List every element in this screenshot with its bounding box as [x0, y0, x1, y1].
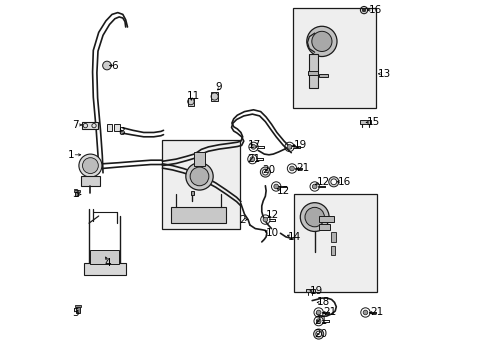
Bar — [75, 305, 81, 307]
Circle shape — [82, 158, 98, 174]
Bar — [305, 289, 314, 292]
Text: 12: 12 — [316, 177, 329, 187]
Bar — [211, 92, 218, 101]
Bar — [190, 191, 193, 195]
Circle shape — [190, 167, 208, 186]
Text: 16: 16 — [337, 177, 350, 187]
Bar — [162, 140, 239, 229]
Bar — [359, 120, 370, 124]
Bar — [330, 232, 336, 242]
Text: 11: 11 — [186, 91, 200, 102]
Circle shape — [260, 167, 270, 177]
Bar — [90, 250, 119, 264]
Text: 4: 4 — [104, 258, 110, 268]
Text: 19: 19 — [309, 286, 323, 296]
Bar — [170, 207, 226, 223]
Text: 2: 2 — [239, 215, 245, 225]
Text: 21: 21 — [369, 307, 382, 318]
Circle shape — [286, 144, 291, 149]
Text: 21: 21 — [247, 154, 260, 164]
Text: 16: 16 — [368, 5, 381, 15]
Bar — [75, 191, 78, 196]
Circle shape — [102, 61, 111, 70]
Bar — [81, 176, 100, 186]
Text: 10: 10 — [265, 228, 278, 238]
Bar — [319, 224, 329, 230]
Circle shape — [185, 163, 213, 190]
Circle shape — [289, 166, 294, 171]
Circle shape — [306, 26, 336, 57]
Bar — [114, 124, 120, 131]
Bar — [294, 194, 376, 292]
Bar — [194, 152, 204, 166]
Circle shape — [312, 184, 316, 189]
Text: 8: 8 — [118, 127, 124, 138]
Text: 19: 19 — [294, 140, 307, 150]
Text: 14: 14 — [287, 232, 300, 242]
Bar — [84, 263, 125, 275]
Bar — [74, 190, 80, 192]
Circle shape — [330, 179, 336, 185]
Bar — [292, 8, 375, 108]
Bar — [76, 307, 80, 313]
Bar — [107, 124, 112, 131]
Text: 9: 9 — [215, 82, 222, 92]
Circle shape — [263, 217, 267, 222]
Text: 1: 1 — [68, 150, 75, 160]
Bar — [319, 74, 328, 77]
Text: 15: 15 — [366, 117, 379, 127]
Text: 21: 21 — [322, 307, 336, 318]
Circle shape — [316, 319, 320, 324]
Text: 12: 12 — [276, 186, 289, 196]
Text: 7: 7 — [72, 120, 79, 130]
Bar — [307, 71, 317, 75]
Bar — [319, 216, 333, 222]
Text: 13: 13 — [377, 69, 390, 79]
Text: 3: 3 — [72, 189, 79, 199]
Circle shape — [273, 184, 278, 189]
Circle shape — [315, 331, 321, 337]
Text: 12: 12 — [265, 210, 279, 220]
Text: 5: 5 — [72, 308, 79, 318]
Text: 20: 20 — [261, 165, 274, 175]
Bar — [308, 54, 317, 88]
Text: 21: 21 — [296, 163, 309, 174]
Circle shape — [363, 310, 367, 315]
Circle shape — [300, 203, 328, 231]
Bar — [82, 122, 98, 129]
Circle shape — [79, 154, 102, 177]
Circle shape — [313, 329, 323, 339]
Circle shape — [316, 310, 320, 315]
Circle shape — [362, 8, 365, 12]
Circle shape — [251, 144, 255, 149]
Text: 6: 6 — [111, 60, 118, 71]
Circle shape — [305, 207, 324, 227]
Circle shape — [311, 31, 331, 51]
Text: 21: 21 — [314, 316, 327, 326]
Bar — [330, 246, 335, 255]
Text: 20: 20 — [314, 329, 327, 339]
Circle shape — [249, 157, 254, 161]
Text: 17: 17 — [247, 140, 260, 150]
Circle shape — [328, 177, 338, 187]
Text: 18: 18 — [316, 297, 329, 307]
Bar — [187, 98, 193, 106]
Circle shape — [262, 169, 268, 175]
